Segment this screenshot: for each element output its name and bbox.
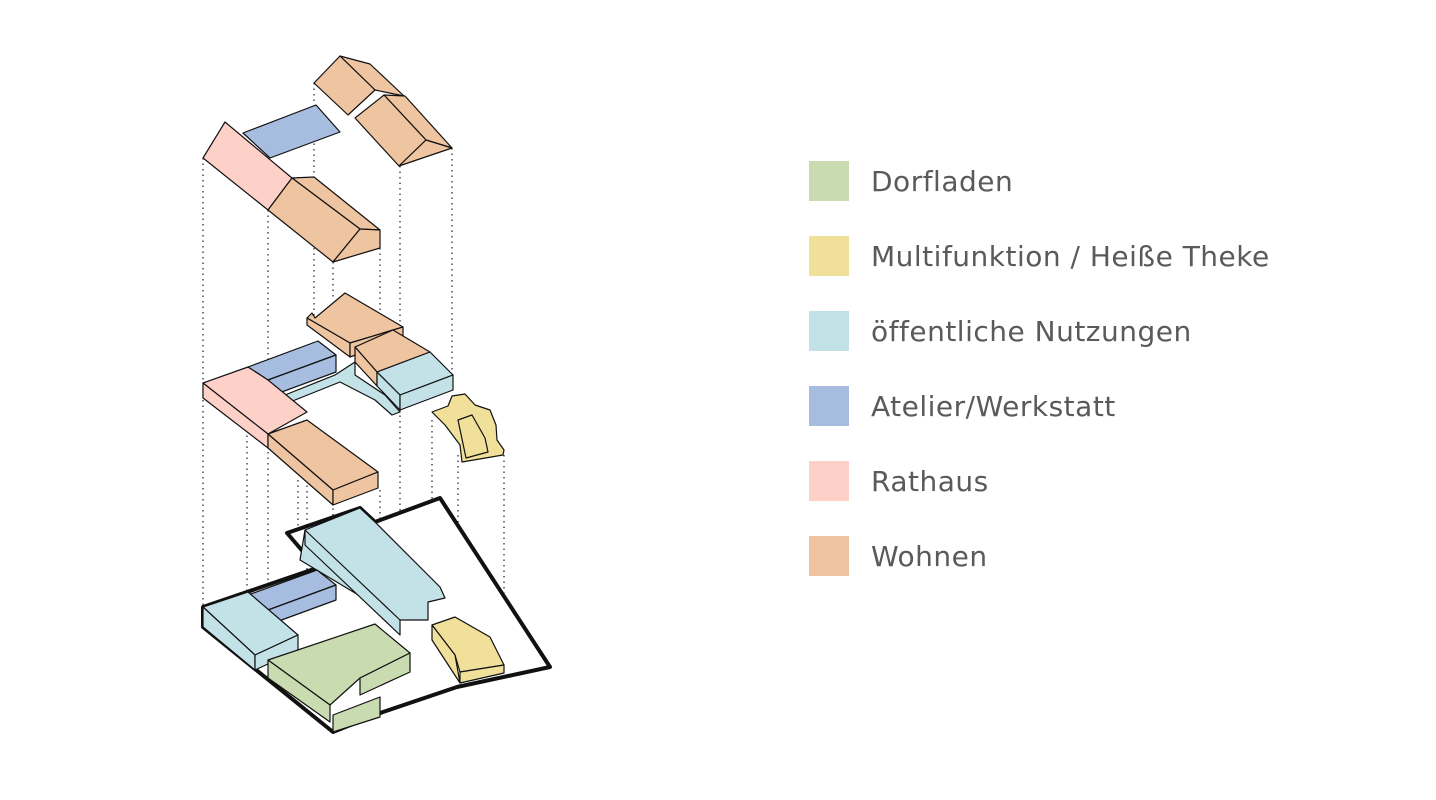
legend-item-oeffentliche-nutzungen: öffentliche Nutzungen xyxy=(809,311,1270,351)
atelier-roof xyxy=(242,104,341,159)
legend-label: Multifunktion / Heiße Theke xyxy=(871,239,1270,273)
legend-swatch xyxy=(809,311,849,351)
house1-roof-slope xyxy=(313,55,376,116)
legend: Dorfladen Multifunktion / Heiße Theke öf… xyxy=(809,161,1270,611)
legend-item-atelier: Atelier/Werkstatt xyxy=(809,386,1270,426)
legend-item-wohnen: Wohnen xyxy=(809,536,1270,576)
legend-swatch xyxy=(809,161,849,201)
oeffentlich-block-side xyxy=(399,374,454,411)
legend-label: Rathaus xyxy=(871,464,989,498)
legend-label: Dorfladen xyxy=(871,164,1014,198)
wohnen-roof-gable xyxy=(332,228,381,263)
cyan-connector xyxy=(279,361,401,416)
dorfladen-entry xyxy=(332,696,381,733)
multifunktion-ground-side xyxy=(431,624,461,684)
dorfladen-front xyxy=(267,659,331,723)
legend-label: Atelier/Werkstatt xyxy=(871,389,1116,423)
legend-item-dorfladen: Dorfladen xyxy=(809,161,1270,201)
oeffentlich-main-top xyxy=(299,507,446,621)
house2-roof-gable xyxy=(398,139,453,167)
legend-label: Wohnen xyxy=(871,539,988,573)
legend-swatch xyxy=(809,236,849,276)
oeffentlich-main-front xyxy=(304,529,401,636)
legend-item-rathaus: Rathaus xyxy=(809,461,1270,501)
multifunktion-ridge xyxy=(457,414,489,459)
legend-swatch xyxy=(809,461,849,501)
dorfladen-side xyxy=(359,652,411,696)
roof-layer xyxy=(202,55,453,263)
multifunktion-ground-front xyxy=(459,664,505,684)
legend-label: öffentliche Nutzungen xyxy=(871,314,1192,348)
legend-swatch xyxy=(809,386,849,426)
wohnen-block-side xyxy=(332,471,379,506)
upper-floor-layer xyxy=(202,292,505,506)
legend-swatch xyxy=(809,536,849,576)
ground-floor-layer xyxy=(201,496,552,734)
legend-item-multifunktion: Multifunktion / Heiße Theke xyxy=(809,236,1270,276)
